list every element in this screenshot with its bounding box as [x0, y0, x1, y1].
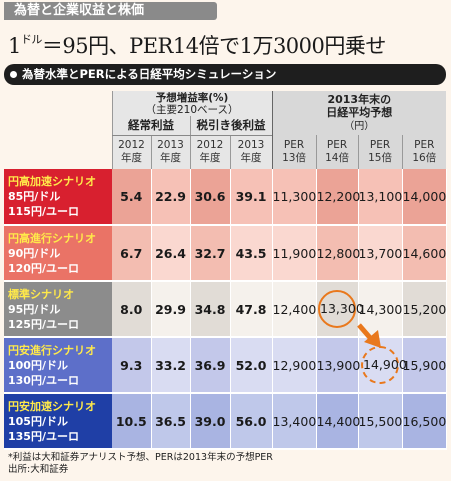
forecast-value: 15,500 [358, 393, 403, 450]
forecast-value: 11,300 [272, 169, 317, 226]
scenario-title: 円安進行シナリオ [8, 343, 96, 357]
growth-value: 36.9 [190, 337, 231, 394]
scenario-label: 円高進行シナリオ 90円/ドル 120円/ユーロ [4, 225, 112, 282]
per-header: PER 16倍 [401, 135, 447, 169]
forecast-value: 14,400 [316, 393, 360, 450]
scenario-label: 円安進行シナリオ 100円/ドル 130円/ユーロ [4, 337, 112, 394]
growth-value: 29.9 [151, 281, 191, 338]
highlight-circle: 13,300 [318, 290, 364, 328]
scenario-label: 標準シナリオ 95円/ドル 125円/ユーロ [4, 281, 112, 338]
growth-value: 8.0 [112, 281, 152, 338]
forecast-header: 2013年末の 日経平均予想 （円） [271, 91, 447, 135]
forecast-value: 13,300 [316, 281, 364, 338]
scenario-title: 標準シナリオ [8, 287, 74, 301]
table-row: 円安加速シナリオ 105円/ドル 135円/ユーロ 10.5 36.5 39.0 56.0 1… [4, 393, 447, 450]
growth-value: 9.3 [112, 337, 152, 394]
growth-value: 32.7 [190, 225, 231, 282]
header-row-1: 予想増益率(%) （主要210ベース） 2013年末の 日経平均予想 （円） [4, 91, 447, 169]
forecast-value: 12,400 [272, 281, 317, 338]
table-title: 為替水準とPERによる日経平均シミュレーション [22, 67, 277, 81]
year-header: 2012 年度 [111, 135, 151, 169]
headline-number: 1 [8, 34, 21, 58]
growth-value: 39.1 [230, 169, 273, 226]
dollar-rate: 85円/ドル [8, 190, 61, 203]
euro-rate: 125円/ユーロ [8, 317, 79, 331]
footnote-line-1: *利益は大和証券アナリスト予想、PERは2013年末の予想PER [8, 452, 273, 463]
growth-value: 34.8 [190, 281, 231, 338]
year-header: 2013 年度 [229, 135, 273, 169]
net-profit-header: 税引き後利益 [189, 116, 273, 136]
forecast-value: 14,000 [402, 169, 447, 226]
euro-rate: 135円/ユーロ [8, 429, 79, 443]
bullet-icon [10, 71, 17, 78]
table-row: 円高進行シナリオ 90円/ドル 120円/ユーロ 6.7 26.4 32.7 43.5 11,… [4, 225, 447, 282]
forecast-value: 12,200 [316, 169, 360, 226]
forecast-value: 14,900 [358, 337, 407, 394]
table-row: 円安進行シナリオ 100円/ドル 130円/ユーロ 9.3 33.2 36.9 52.0 12… [4, 337, 447, 394]
year-header: 2012 年度 [189, 135, 230, 169]
growth-value: 47.8 [230, 281, 273, 338]
growth-value: 30.6 [190, 169, 231, 226]
per-header: PER 15倍 [357, 135, 403, 169]
headline: 1ドル＝95円、PER14倍で1万3000円乗せ [8, 22, 448, 58]
growth-value: 43.5 [230, 225, 273, 282]
per-header: PER 13倍 [271, 135, 317, 169]
scenario-label: 円安加速シナリオ 105円/ドル 135円/ユーロ [4, 393, 112, 450]
growth-value: 26.4 [151, 225, 191, 282]
forecast-value: 16,500 [402, 393, 447, 450]
growth-value: 10.5 [112, 393, 152, 450]
forecast-value: 13,900 [316, 337, 360, 394]
per-header: PER 14倍 [315, 135, 359, 169]
growth-value: 22.9 [151, 169, 191, 226]
forecast-value: 13,100 [358, 169, 403, 226]
scenario-title: 円高加速シナリオ [8, 175, 96, 188]
dollar-rate: 100円/ドル [8, 358, 68, 372]
forecast-value: 12,900 [272, 337, 317, 394]
header-row-3: 2012 年度 2013 年度 2012 年度 2013 年度 PER 13倍 PER 14倍 PER 1… [4, 135, 447, 169]
euro-rate: 130円/ユーロ [8, 373, 79, 387]
dollar-rate: 105円/ドル [8, 414, 68, 428]
year-header: 2013 年度 [150, 135, 190, 169]
forecast-value: 15,200 [402, 281, 447, 338]
section-tag: 為替と企業収益と株価 [4, 2, 217, 20]
forecast-value: 14,300 [358, 281, 403, 338]
forecast-value: 12,800 [316, 225, 360, 282]
table-row: 標準シナリオ 95円/ドル 125円/ユーロ 8.0 29.9 34.8 47.8 12,40… [4, 281, 447, 338]
growth-value: 36.5 [151, 393, 191, 450]
growth-header: 予想増益率(%) （主要210ベース） [111, 91, 273, 116]
growth-value: 6.7 [112, 225, 152, 282]
header-row-2: 経常利益 税引き後利益 [4, 116, 446, 136]
growth-value: 33.2 [151, 337, 191, 394]
growth-value: 39.0 [190, 393, 231, 450]
highlight-circle: 14,900 [361, 346, 407, 384]
forecast-value: 13,700 [358, 225, 403, 282]
ordinary-profit-header: 経常利益 [111, 116, 190, 136]
footnote: *利益は大和証券アナリスト予想、PERは2013年末の予想PER 出所:大和証券 [8, 452, 273, 476]
euro-rate: 120円/ユーロ [8, 261, 79, 275]
headline-unit: ドル [20, 33, 43, 46]
forecast-value: 15,900 [402, 337, 447, 394]
footnote-source: 出所:大和証券 [8, 464, 69, 475]
dollar-rate: 90円/ドル [8, 246, 61, 260]
forecast-value: 11,900 [272, 225, 317, 282]
headline-text: ＝95円、PER14倍で1万3000円乗せ [41, 34, 387, 58]
growth-value: 52.0 [230, 337, 273, 394]
table-title-bar: 為替水準とPERによる日経平均シミュレーション [4, 64, 446, 85]
scenario-title: 円高進行シナリオ [8, 231, 96, 245]
table-body: 円高加速シナリオ 85円/ドル 115円/ユーロ 5.4 22.9 30.6 39.1 11,… [4, 169, 447, 450]
growth-value: 56.0 [230, 393, 273, 450]
dollar-rate: 95円/ドル [8, 302, 61, 316]
table-row: 円高加速シナリオ 85円/ドル 115円/ユーロ 5.4 22.9 30.6 39.1 11,… [4, 169, 447, 226]
forecast-value: 14,600 [402, 225, 447, 282]
simulation-table: 予想増益率(%) （主要210ベース） 2013年末の 日経平均予想 （円） 経常利益… [4, 91, 447, 450]
scenario-label: 円高加速シナリオ 85円/ドル 115円/ユーロ [4, 169, 112, 226]
forecast-value: 13,400 [272, 393, 317, 450]
scenario-title: 円安加速シナリオ [8, 399, 96, 413]
growth-value: 5.4 [112, 169, 152, 226]
euro-rate: 115円/ユーロ [8, 205, 79, 218]
